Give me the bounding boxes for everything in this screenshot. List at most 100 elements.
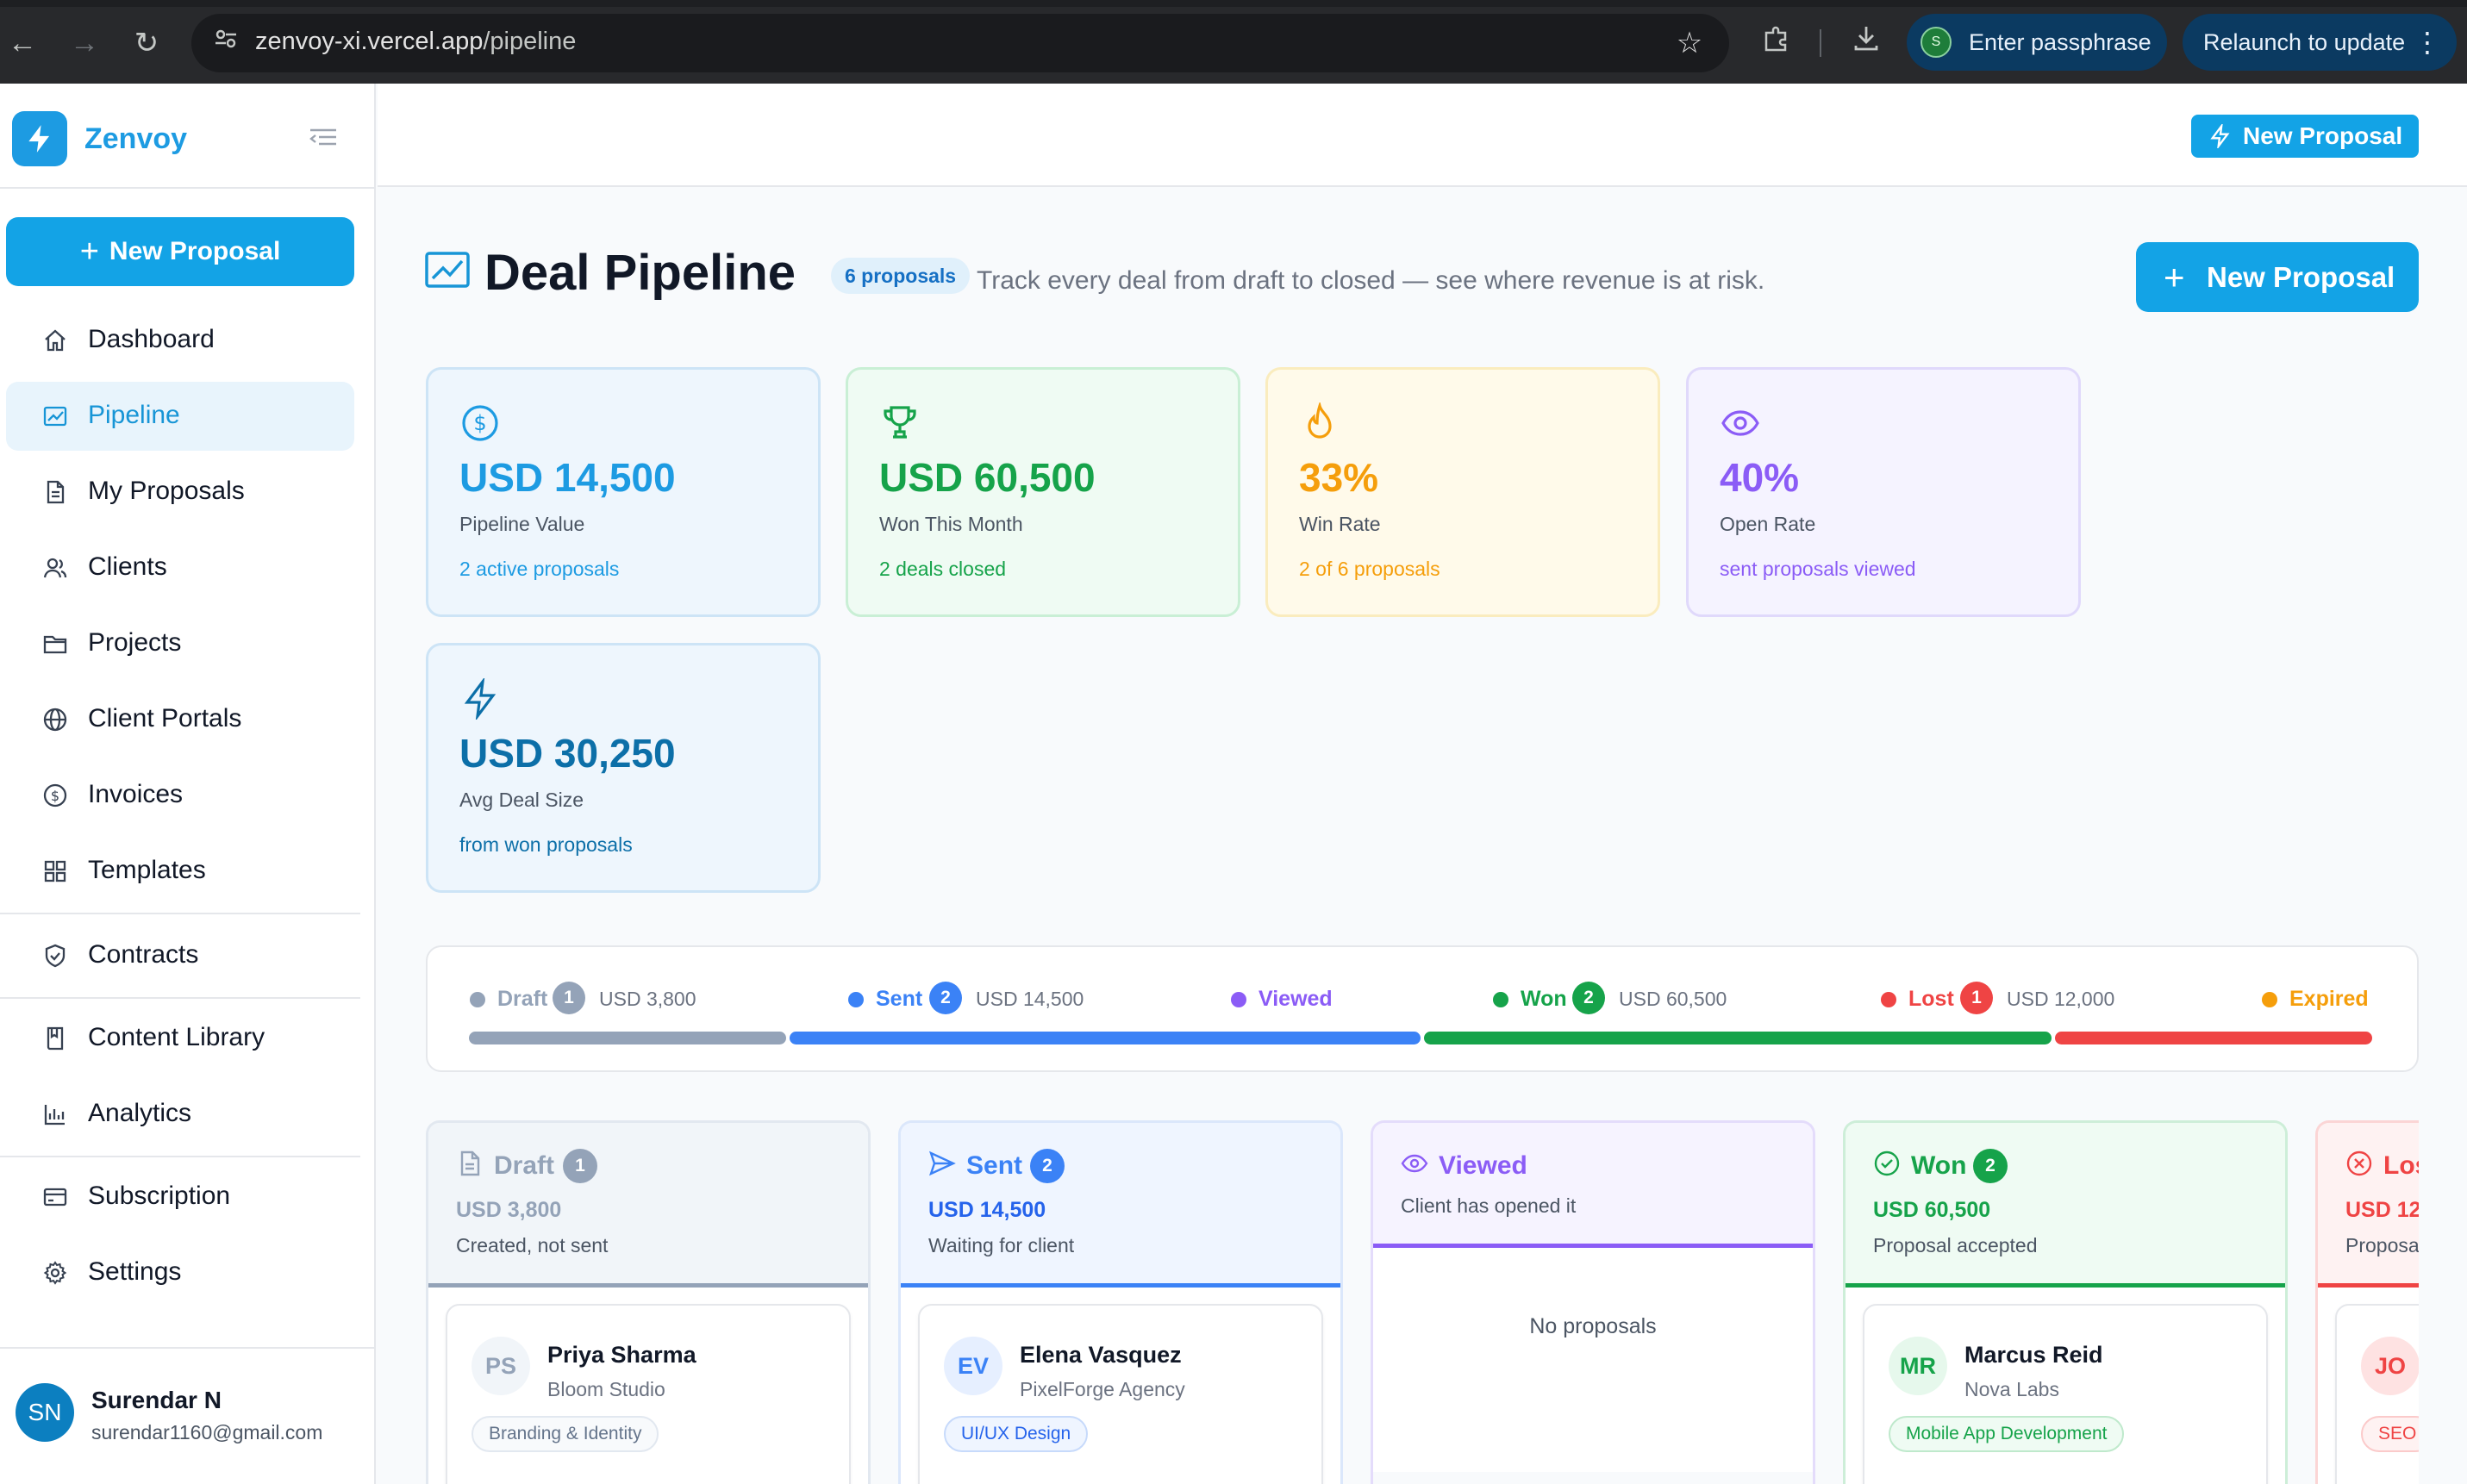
column-header: Sent 2 USD 14,500 Waiting for client (901, 1123, 1340, 1283)
folder-icon (43, 635, 67, 654)
proposal-card[interactable]: JO SEO (2335, 1304, 2419, 1484)
service-tag: UI/UX Design (944, 1416, 1089, 1452)
column-title: Los (2383, 1151, 2419, 1180)
dollar-circle-icon: $ (43, 783, 67, 807)
sidebar-item-contracts[interactable]: Contracts (6, 921, 354, 990)
download-icon[interactable] (1846, 22, 1886, 62)
sidebar-item-label: Clients (88, 552, 167, 581)
proposal-count-badge: 6 proposals (831, 258, 971, 294)
relaunch-button[interactable]: Relaunch to update ⋮ (2183, 14, 2457, 71)
passphrase-button[interactable]: S Enter passphrase (1907, 14, 2167, 71)
sidebar-item-pipeline[interactable]: Pipeline (6, 382, 354, 451)
dollar-circle-icon: $ (462, 405, 498, 441)
stat-label: Avg Deal Size (459, 789, 584, 811)
sidebar-item-label: Client Portals (88, 704, 242, 733)
svg-text:$: $ (51, 788, 59, 804)
status-dot (1881, 992, 1896, 1007)
sidebar: Zenvoy + New Proposal Dashboard Pipeline … (0, 84, 376, 1484)
stage-segment-sent (790, 1032, 1421, 1044)
column-subtitle: Proposal accepted (1873, 1234, 2038, 1256)
trophy-icon (884, 406, 916, 439)
client-company: Nova Labs (1964, 1378, 2059, 1400)
sidebar-item-settings[interactable]: Settings (6, 1238, 354, 1307)
sidebar-item-dashboard[interactable]: Dashboard (6, 306, 354, 375)
user-email: surendar1160@gmail.com (91, 1421, 323, 1443)
page-title: Deal Pipeline (484, 245, 796, 301)
column-lost: Los USD 12, Proposa JO SEO (2315, 1120, 2419, 1484)
book-icon (47, 1026, 64, 1051)
sidebar-item-content-library[interactable]: Content Library (6, 1004, 354, 1073)
reload-icon[interactable]: ↻ (134, 27, 159, 59)
bolt-icon (464, 678, 497, 720)
stage-name: Sent (876, 987, 923, 1011)
column-subtitle: Created, not sent (456, 1234, 609, 1256)
home-icon (45, 329, 66, 352)
globe-icon (43, 708, 67, 732)
document-icon (47, 480, 65, 504)
status-dot (848, 992, 864, 1007)
stage-count-badge: 1 (553, 982, 585, 1014)
collapse-sidebar-icon[interactable] (309, 127, 338, 151)
stat-note: sent proposals viewed (1720, 558, 1916, 580)
avatar: SN (16, 1383, 74, 1442)
column-header: Won 2 USD 60,500 Proposal accepted (1846, 1123, 2285, 1283)
sidebar-item-my-proposals[interactable]: My Proposals (6, 458, 354, 527)
topbar-new-proposal-button[interactable]: New Proposal (2191, 115, 2419, 158)
extensions-icon[interactable] (1757, 22, 1796, 62)
topbar-new-proposal-label: New Proposal (2243, 122, 2403, 149)
credit-card-icon (43, 1188, 67, 1207)
sidebar-item-label: Contracts (88, 940, 199, 969)
profile-avatar: S (1921, 27, 1952, 58)
column-accent-line (901, 1283, 1340, 1288)
bolt-icon (2210, 124, 2230, 148)
stage-name: Draft (497, 987, 548, 1011)
bookmark-star-icon[interactable]: ☆ (1676, 27, 1703, 59)
stage-amount: USD 12,000 (2007, 988, 2115, 1010)
proposal-card[interactable]: EV Elena Vasquez PixelForge Agency UI/UX… (918, 1304, 1323, 1484)
stat-value: 40% (1720, 455, 1800, 500)
file-icon (460, 1150, 480, 1176)
sidebar-item-label: Analytics (88, 1099, 192, 1127)
sidebar-divider (0, 1347, 374, 1349)
plus-icon: + (79, 234, 99, 270)
stat-note: from won proposals (459, 833, 633, 856)
sidebar-item-label: Projects (88, 628, 182, 657)
plus-icon: + (2164, 257, 2185, 297)
column-amount: USD 3,800 (456, 1198, 562, 1222)
sidebar-item-invoices[interactable]: $ Invoices (6, 761, 354, 830)
column-sent: Sent 2 USD 14,500 Waiting for client EV … (898, 1120, 1343, 1484)
stat-value: USD 14,500 (459, 455, 676, 500)
stat-value: 33% (1299, 455, 1379, 500)
proposal-card[interactable]: PS Priya Sharma Bloom Studio Branding & … (446, 1304, 851, 1484)
client-name: Elena Vasquez (1020, 1342, 1182, 1368)
sidebar-item-analytics[interactable]: Analytics (6, 1080, 354, 1149)
sidebar-item-projects[interactable]: Projects (6, 609, 354, 678)
address-bar[interactable]: zenvoy-xi.vercel.app/pipeline ☆ (191, 14, 1729, 72)
stat-card-win-rate: 33% Win Rate 2 of 6 proposals (1265, 367, 1660, 617)
sidebar-new-proposal-button[interactable]: + New Proposal (6, 217, 354, 286)
column-won: Won 2 USD 60,500 Proposal accepted MR Ma… (1843, 1120, 2288, 1484)
url-text[interactable]: zenvoy-xi.vercel.app/pipeline (255, 28, 577, 55)
tab-strip (0, 0, 2467, 7)
site-settings-icon[interactable] (209, 26, 243, 60)
pipeline-stage-bar: Draft 1 USD 3,800 Sent 2 USD 14,500 View… (426, 945, 2419, 1072)
column-accent-line (428, 1283, 868, 1288)
sidebar-item-templates[interactable]: Templates (6, 837, 354, 906)
send-icon (928, 1150, 956, 1176)
status-dot (470, 992, 485, 1007)
sidebar-item-client-portals[interactable]: Client Portals (6, 685, 354, 754)
stat-label: Open Rate (1720, 513, 1816, 535)
sidebar-separator (0, 1156, 360, 1157)
client-company: Bloom Studio (547, 1378, 665, 1400)
column-body (1373, 1248, 1813, 1472)
column-amount: USD 14,500 (928, 1198, 1046, 1222)
sidebar-item-clients[interactable]: Clients (6, 533, 354, 602)
column-accent-line (2318, 1283, 2419, 1288)
more-vert-icon[interactable]: ⋮ (2414, 27, 2441, 58)
page-subtitle: Track every deal from draft to closed — … (977, 266, 1765, 295)
proposal-card[interactable]: MR Marcus Reid Nova Labs Mobile App Deve… (1863, 1304, 2268, 1484)
back-icon[interactable]: ← (8, 27, 37, 59)
forward-icon[interactable]: → (70, 27, 99, 59)
sidebar-item-subscription[interactable]: Subscription (6, 1163, 354, 1231)
new-proposal-button[interactable]: + New Proposal (2136, 242, 2419, 312)
